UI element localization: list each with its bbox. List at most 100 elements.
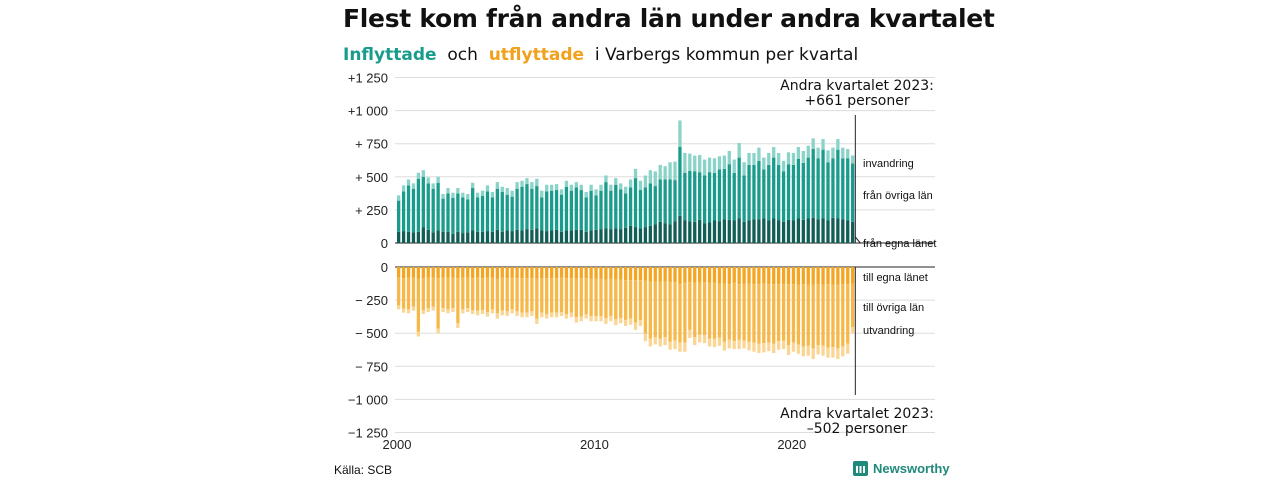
bar-out-utvandring — [535, 318, 539, 324]
bar-in-ovriga-lan — [559, 194, 564, 232]
bar-in-ovriga-lan — [397, 200, 401, 232]
bar-in-invandring — [717, 156, 722, 170]
bar-in-invandring — [727, 150, 731, 165]
bar-in-ovriga-lan — [480, 195, 485, 232]
bar-out-ovriga-lan — [624, 280, 628, 320]
bar-in-egna-lanet — [776, 220, 781, 243]
bar-out-egna-lanet — [545, 267, 549, 279]
bar-in-invandring — [554, 184, 559, 191]
bar-out-egna-lanet — [821, 267, 825, 285]
bar-in-egna-lanet — [545, 231, 549, 243]
bar-in-invandring — [485, 185, 490, 192]
bar-in-egna-lanet — [851, 221, 855, 243]
bar-out-utvandring — [663, 337, 667, 346]
bar-out-ovriga-lan — [540, 278, 544, 313]
bar-in-egna-lanet — [495, 229, 499, 243]
bar-out-utvandring — [549, 312, 554, 318]
bar-out-ovriga-lan — [554, 278, 559, 313]
bar-out-egna-lanet — [431, 267, 435, 278]
bar-in-ovriga-lan — [604, 182, 608, 229]
bar-in-egna-lanet — [456, 231, 460, 243]
bar-out-utvandring — [559, 312, 564, 316]
bar-in-egna-lanet — [554, 229, 559, 243]
bar-out-ovriga-lan — [466, 277, 470, 309]
bar-in-ovriga-lan — [702, 175, 707, 224]
bar-out-utvandring — [456, 323, 460, 328]
bar-in-egna-lanet — [397, 231, 401, 243]
bar-out-ovriga-lan — [485, 277, 490, 313]
bar-in-invandring — [500, 186, 504, 193]
bar-out-utvandring — [525, 312, 529, 318]
bar-in-invandring — [698, 154, 702, 173]
bar-out-egna-lanet — [456, 267, 460, 279]
bar-in-egna-lanet — [791, 220, 796, 243]
bar-out-egna-lanet — [688, 267, 692, 283]
bar-out-utvandring — [579, 316, 583, 322]
bar-out-egna-lanet — [816, 267, 820, 285]
bar-out-egna-lanet — [702, 267, 707, 283]
bar-in-ovriga-lan — [683, 172, 687, 221]
bar-in-ovriga-lan — [831, 158, 835, 218]
bar-out-ovriga-lan — [584, 278, 588, 315]
bar-out-ovriga-lan — [762, 283, 766, 344]
bar-in-invandring — [525, 178, 529, 185]
bar-out-egna-lanet — [836, 267, 840, 285]
bar-out-utvandring — [811, 348, 815, 360]
bar-out-egna-lanet — [421, 267, 425, 279]
y-tick-label-top: +1 000 — [348, 104, 388, 119]
bar-out-egna-lanet — [604, 267, 608, 280]
bar-in-invandring — [589, 184, 593, 191]
bar-in-ovriga-lan — [628, 187, 633, 226]
bar-in-egna-lanet — [821, 218, 825, 243]
bar-in-egna-lanet — [584, 231, 588, 243]
bar-out-egna-lanet — [520, 267, 524, 279]
bar-in-ovriga-lan — [732, 172, 736, 221]
bar-out-ovriga-lan — [757, 284, 761, 344]
bar-out-egna-lanet — [564, 267, 569, 279]
bar-out-egna-lanet — [772, 267, 776, 285]
bar-in-invandring — [791, 152, 796, 165]
bar-out-ovriga-lan — [816, 284, 820, 346]
bar-out-ovriga-lan — [638, 280, 643, 320]
bar-in-invandring — [520, 180, 524, 187]
bar-out-ovriga-lan — [416, 278, 421, 332]
bar-in-ovriga-lan — [525, 184, 529, 230]
bar-out-ovriga-lan — [678, 284, 682, 343]
bar-out-egna-lanet — [693, 267, 697, 283]
bar-in-ovriga-lan — [569, 190, 574, 231]
bar-in-egna-lanet — [564, 230, 569, 243]
bar-out-ovriga-lan — [742, 283, 746, 341]
bar-in-invandring — [411, 183, 416, 189]
bar-out-utvandring — [648, 338, 652, 347]
bar-out-ovriga-lan — [461, 277, 465, 310]
bar-in-egna-lanet — [624, 227, 628, 243]
y-tick-label-bottom: −1 000 — [348, 392, 388, 407]
bar-out-utvandring — [466, 308, 470, 313]
bar-in-invandring — [421, 170, 425, 177]
bar-out-ovriga-lan — [727, 284, 731, 340]
bar-in-ovriga-lan — [619, 189, 623, 230]
bar-in-invandring — [535, 178, 539, 187]
bar-out-ovriga-lan — [673, 282, 677, 341]
series-label-outflow: utvandring — [863, 325, 914, 337]
bar-out-egna-lanet — [540, 267, 544, 279]
bar-in-egna-lanet — [633, 227, 638, 243]
bar-out-ovriga-lan — [821, 284, 825, 346]
bar-out-utvandring — [411, 306, 416, 311]
bar-in-invandring — [599, 184, 603, 191]
bar-out-utvandring — [816, 345, 820, 355]
bar-out-utvandring — [510, 309, 514, 314]
bar-out-utvandring — [791, 342, 796, 352]
bar-in-ovriga-lan — [767, 164, 771, 221]
bar-in-ovriga-lan — [584, 197, 588, 232]
bar-out-utvandring — [712, 338, 717, 348]
bar-out-utvandring — [451, 308, 455, 313]
bar-out-ovriga-lan — [786, 284, 791, 346]
bar-in-ovriga-lan — [535, 186, 539, 229]
bar-out-utvandring — [609, 315, 613, 322]
bar-in-ovriga-lan — [471, 188, 475, 231]
bar-out-ovriga-lan — [791, 284, 796, 343]
bar-in-egna-lanet — [836, 218, 840, 243]
bar-out-egna-lanet — [717, 267, 722, 284]
bar-out-egna-lanet — [633, 267, 638, 281]
